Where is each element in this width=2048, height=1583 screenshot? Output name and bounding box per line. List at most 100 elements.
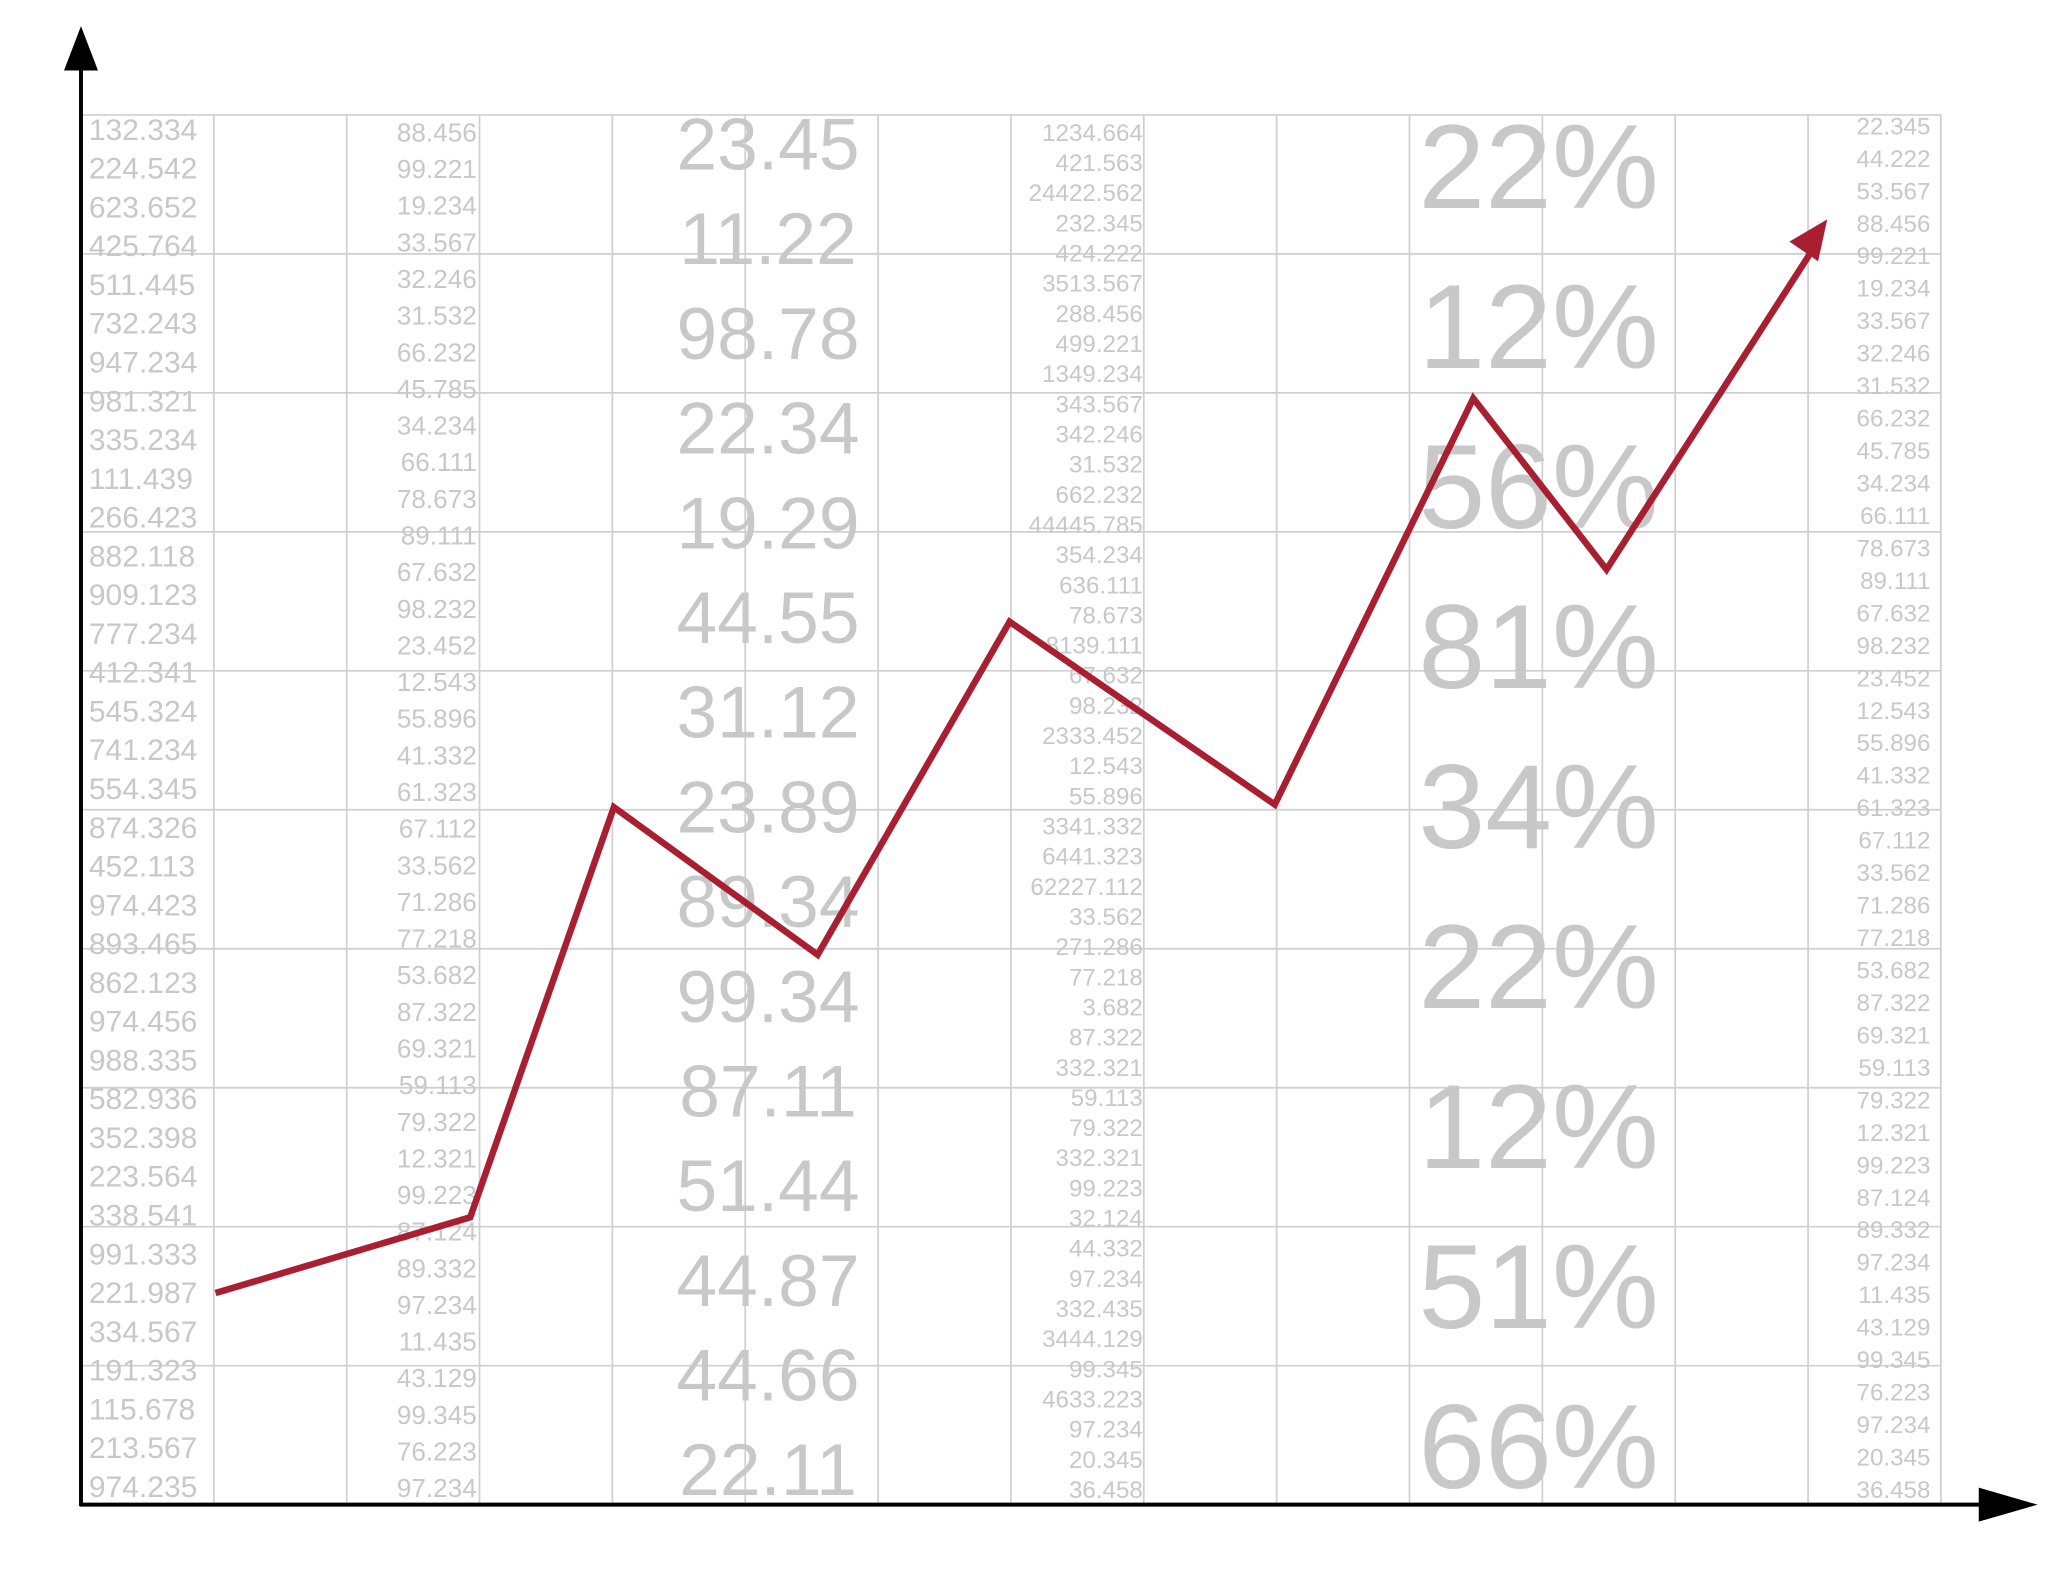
column-number: 4633.223 xyxy=(1042,1386,1143,1413)
column-number: 44.55 xyxy=(677,578,860,659)
column-number: 34.234 xyxy=(1857,470,1931,497)
column-number: 33.562 xyxy=(1069,904,1143,931)
column-number: 59.113 xyxy=(1858,1055,1930,1082)
column-number: 44.332 xyxy=(1069,1236,1143,1263)
column-number: 909.123 xyxy=(89,579,198,612)
column-number: 99.34 xyxy=(677,957,860,1038)
column-number: 59.113 xyxy=(1071,1085,1143,1112)
column-number: 87.322 xyxy=(1857,990,1931,1017)
column-number: 55.896 xyxy=(1857,730,1931,757)
column-number: 67.112 xyxy=(1858,828,1930,855)
column-number: 66% xyxy=(1418,1380,1659,1514)
column-number: 343.567 xyxy=(1056,391,1143,418)
column-number: 99.221 xyxy=(1857,243,1931,270)
trend-arrowhead xyxy=(1789,219,1828,262)
y-axis-arrow xyxy=(64,26,98,71)
column-number: 99.223 xyxy=(1857,1152,1931,1179)
column-number: 67.632 xyxy=(1857,600,1931,627)
column-number: 22.34 xyxy=(677,389,860,470)
column-number: 62227.112 xyxy=(1030,874,1142,901)
column-number: 99.223 xyxy=(1069,1175,1143,1202)
column-number: 53.682 xyxy=(397,960,477,990)
column-number: 3513.567 xyxy=(1042,271,1143,298)
column-number: 874.326 xyxy=(89,812,198,845)
column-number: 974.456 xyxy=(89,1006,198,1039)
column-number: 224.542 xyxy=(89,153,198,186)
column-number: 623.652 xyxy=(89,191,198,224)
column-number: 66.111 xyxy=(401,447,477,477)
column-number: 66.111 xyxy=(1860,503,1930,530)
column-number: 332.435 xyxy=(1056,1296,1143,1323)
column-number: 111.439 xyxy=(89,463,193,496)
column-number: 87.322 xyxy=(397,997,477,1027)
column-number: 452.113 xyxy=(89,851,195,884)
column-number: 43.129 xyxy=(1857,1315,1931,1342)
column-number: 12.543 xyxy=(1069,753,1143,780)
column-number: 12.543 xyxy=(397,667,477,697)
column-number: 24422.562 xyxy=(1029,180,1143,207)
column-number: 223.564 xyxy=(89,1161,198,1194)
column-number: 99.345 xyxy=(1069,1356,1143,1383)
column-number: 232.345 xyxy=(1056,210,1143,237)
column-number: 97.234 xyxy=(1857,1250,1931,1277)
column-number: 988.335 xyxy=(89,1044,198,1077)
column-number: 87.124 xyxy=(1857,1185,1931,1212)
column-number: 69.321 xyxy=(397,1033,477,1063)
column-number: 55.896 xyxy=(1069,783,1143,810)
column-number: 99.345 xyxy=(1857,1347,1931,1374)
column-number: 22.345 xyxy=(1857,113,1931,140)
column-number: 266.423 xyxy=(89,502,198,535)
column-number: 11.435 xyxy=(399,1327,477,1357)
column-number: 97.234 xyxy=(1857,1412,1931,1439)
column-number: 31.532 xyxy=(397,301,477,331)
column-number: 424.222 xyxy=(1056,241,1143,268)
column-number: 974.423 xyxy=(89,889,198,922)
column-number: 554.345 xyxy=(89,773,198,806)
column-number: 2333.452 xyxy=(1042,723,1143,750)
column-number: 79.322 xyxy=(397,1107,477,1137)
column-number: 97.234 xyxy=(397,1473,477,1503)
column-number: 20.345 xyxy=(1857,1444,1931,1471)
column-number: 44.222 xyxy=(1857,146,1931,173)
column-number: 98.232 xyxy=(397,594,477,624)
column-number: 53.567 xyxy=(1857,178,1931,205)
column-number: 45.785 xyxy=(397,374,477,404)
column-number: 421.563 xyxy=(1056,150,1143,177)
column-number: 6441.323 xyxy=(1042,844,1143,871)
column-number: 12.321 xyxy=(1857,1120,1931,1147)
column-number: 22.11 xyxy=(679,1430,857,1511)
column-number: 32.246 xyxy=(397,264,477,294)
column-number: 11.435 xyxy=(1858,1282,1930,1309)
number-columns: 132.334 224.542 623.652 425.764 511.445 732.2… xyxy=(89,100,1931,1514)
column-number: 23.452 xyxy=(397,630,477,660)
column-number: 3444.129 xyxy=(1042,1326,1143,1353)
column-number: 132.334 xyxy=(89,114,198,147)
column-number: 99.221 xyxy=(397,154,477,184)
column-number: 662.232 xyxy=(1056,482,1143,509)
column-number: 213.567 xyxy=(89,1432,198,1465)
column-number: 66.232 xyxy=(397,337,477,367)
column-number: 53.682 xyxy=(1857,957,1931,984)
column-number: 12.543 xyxy=(1857,698,1931,725)
column-number: 332.321 xyxy=(1056,1055,1143,1082)
column-number: 354.234 xyxy=(1056,542,1143,569)
column-number: 33.562 xyxy=(397,850,477,880)
column-number: 41.332 xyxy=(1857,763,1931,790)
column-number: 332.321 xyxy=(1056,1145,1143,1172)
column-number: 31.12 xyxy=(677,673,860,754)
column-number: 33.567 xyxy=(397,227,477,257)
column-number: 78.673 xyxy=(1857,535,1931,562)
column-number: 59.113 xyxy=(399,1070,477,1100)
column-number: 882.118 xyxy=(89,540,195,573)
column-number: 425.764 xyxy=(89,230,198,263)
column-number: 34% xyxy=(1418,740,1659,874)
column-number: 44.87 xyxy=(677,1241,860,1322)
column-number: 335.234 xyxy=(89,424,198,457)
column-number: 89.332 xyxy=(1857,1217,1931,1244)
column-number: 981.321 xyxy=(89,385,198,418)
column-number: 352.398 xyxy=(89,1122,198,1155)
column-number: 88.456 xyxy=(397,117,477,147)
column-number: 79.322 xyxy=(1857,1087,1931,1114)
column-number: 61.323 xyxy=(397,777,477,807)
